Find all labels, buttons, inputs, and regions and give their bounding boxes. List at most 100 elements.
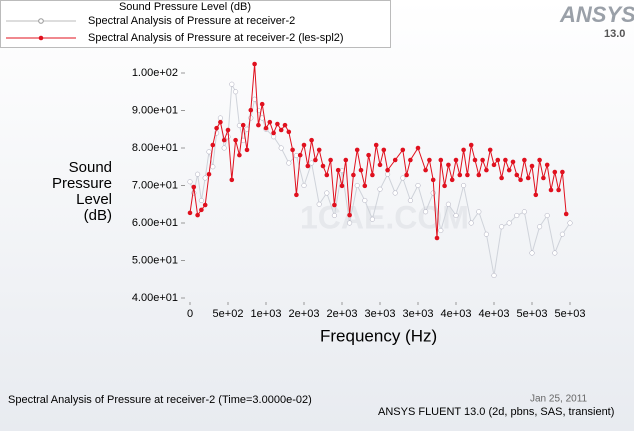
data-point <box>351 172 356 178</box>
data-point <box>415 182 421 189</box>
data-point <box>305 163 311 169</box>
data-point <box>468 142 474 148</box>
data-point <box>339 183 345 189</box>
data-point <box>442 183 447 189</box>
data-point <box>255 107 261 114</box>
data-point <box>514 212 520 219</box>
data-point <box>423 167 428 173</box>
data-point <box>301 142 307 148</box>
data-point <box>556 187 561 193</box>
data-point <box>503 157 508 163</box>
data-point <box>491 272 497 279</box>
logo: ANSYS <box>559 2 634 27</box>
data-point <box>476 172 482 178</box>
data-point <box>506 167 512 173</box>
data-point <box>221 145 227 151</box>
data-point <box>191 184 197 190</box>
data-point <box>544 212 550 219</box>
data-point <box>187 179 193 185</box>
data-point <box>506 220 512 226</box>
data-point <box>427 157 432 163</box>
data-point <box>335 167 341 173</box>
data-point <box>404 172 409 178</box>
y-axis-label: Pressure <box>52 175 112 192</box>
data-point <box>529 163 535 169</box>
data-point <box>362 197 368 204</box>
data-point <box>210 142 216 148</box>
data-point <box>316 147 322 153</box>
data-point <box>233 137 238 143</box>
data-point <box>309 160 315 166</box>
data-point <box>544 162 550 168</box>
data-point <box>476 209 482 215</box>
data-point <box>453 157 459 163</box>
data-point <box>290 147 295 153</box>
data-point <box>294 192 299 198</box>
data-point <box>465 172 470 178</box>
data-point <box>446 162 451 168</box>
x-tick-label: 0 <box>187 308 193 320</box>
legend-box <box>0 0 391 48</box>
data-point <box>385 171 391 177</box>
data-point <box>430 190 436 196</box>
data-point <box>370 172 375 178</box>
data-point <box>400 175 406 181</box>
data-point <box>278 127 284 133</box>
data-point <box>301 182 307 189</box>
data-point <box>381 147 387 153</box>
watermark: 1CAE.COM <box>300 199 469 235</box>
data-point <box>518 177 523 183</box>
data-point <box>233 89 239 95</box>
data-point <box>195 212 200 218</box>
legend-title: Sound Pressure Level (dB) <box>119 1 251 13</box>
y-tick-label: 7.00e+01 <box>132 179 178 191</box>
data-point <box>256 122 261 128</box>
data-point <box>438 157 444 163</box>
data-point <box>354 182 360 189</box>
version: 13.0 <box>604 28 625 40</box>
data-point <box>487 147 493 153</box>
data-point <box>560 169 565 175</box>
data-point <box>445 201 451 207</box>
data-point <box>400 147 406 153</box>
data-point <box>206 149 212 155</box>
data-point <box>525 175 531 181</box>
y-tick-label: 8.00e+01 <box>132 142 178 154</box>
data-point <box>461 182 467 189</box>
data-point <box>434 235 440 241</box>
data-point <box>248 115 254 121</box>
data-point <box>369 216 375 222</box>
x-tick-label: 2e+03 <box>289 308 320 320</box>
data-point <box>514 172 520 178</box>
data-point <box>328 157 333 163</box>
footer-right: ANSYS FLUENT 13.0 (2d, pbns, SAS, transi… <box>378 406 614 418</box>
data-point <box>202 175 208 181</box>
legend-label: Spectral Analysis of Pressure at receive… <box>88 15 295 27</box>
data-point <box>331 212 337 219</box>
x-tick-label: 5e+03 <box>555 308 586 320</box>
x-tick-label: 4e+03 <box>441 308 472 320</box>
y-axis-label: (dB) <box>84 207 112 224</box>
data-point <box>358 167 364 173</box>
data-point <box>537 224 543 230</box>
data-point <box>491 162 497 168</box>
data-point <box>499 175 504 181</box>
data-point <box>559 231 565 237</box>
data-point <box>541 175 546 181</box>
data-point <box>286 129 292 135</box>
x-tick-label: 2e+03 <box>327 308 358 320</box>
x-axis-label: Frequency (Hz) <box>320 326 437 345</box>
data-point <box>210 164 216 170</box>
data-point <box>214 125 219 131</box>
data-point <box>373 142 379 148</box>
y-axis-label: Sound <box>69 159 112 176</box>
data-point <box>533 192 539 198</box>
data-point <box>218 119 223 125</box>
data-point <box>453 212 459 219</box>
data-point <box>332 202 337 208</box>
data-point <box>240 122 246 128</box>
data-point <box>275 121 280 127</box>
data-point <box>563 211 569 217</box>
legend-marker <box>38 35 44 41</box>
data-point <box>324 172 330 178</box>
